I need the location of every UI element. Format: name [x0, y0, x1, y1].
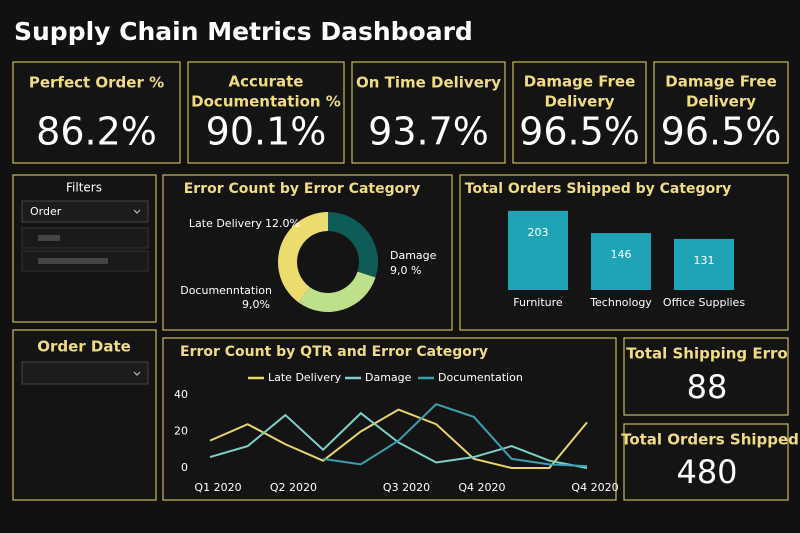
- kpi-label: Delivery: [544, 93, 614, 111]
- kpi-label: Documentation %: [191, 93, 341, 111]
- kpi-value: 90.1%: [206, 110, 327, 154]
- y-tick-label: 20: [174, 425, 188, 438]
- order-dropdown[interactable]: [21, 200, 149, 223]
- kpi-card: [351, 61, 506, 164]
- kpi-card: [653, 61, 789, 164]
- series-line: [209, 408, 588, 469]
- kpi-label: Damage Free: [665, 73, 777, 91]
- filter-option[interactable]: [21, 227, 149, 249]
- kpi-value: 86.2%: [36, 110, 157, 154]
- kpi-card: [512, 61, 647, 164]
- x-tick-label: Office Supplies: [663, 296, 745, 309]
- y-tick-label: 40: [174, 388, 188, 401]
- date-dropdown[interactable]: [21, 361, 149, 385]
- x-tick-label: Q3 2020: [383, 481, 430, 494]
- x-tick-label: Technology: [589, 296, 652, 309]
- legend-label: Documentation: [438, 371, 523, 384]
- kpi-label: Damage Free: [524, 73, 636, 91]
- kpi-card: [187, 61, 345, 164]
- x-tick-label: Q2 2020: [270, 481, 317, 494]
- dropdown-chevron: [133, 209, 141, 214]
- kpi-label: Delivery: [686, 93, 756, 111]
- x-tick-label: Q1 2020: [194, 481, 241, 494]
- dashboard-title: Supply Chain Metrics Dashboard: [14, 17, 473, 46]
- y-tick-label: 0: [181, 461, 188, 474]
- total-label: Total Shipping Erro: [626, 345, 787, 363]
- series-line: [209, 411, 588, 469]
- line-panel: [162, 337, 617, 501]
- dropdown-chevron: [133, 371, 141, 376]
- total-value: 480: [676, 453, 737, 491]
- bar-value: 203: [528, 226, 549, 239]
- bar-value: 146: [611, 248, 632, 261]
- chart-title: Error Count by QTR and Error Category: [180, 344, 488, 360]
- donut-slice: [278, 212, 328, 303]
- chart-title: Error Count by Error Category: [184, 181, 421, 197]
- value-label: 9,0 %: [390, 264, 421, 277]
- donut-slice: [328, 212, 378, 278]
- filters-title: Filters: [66, 181, 102, 195]
- bar: [591, 233, 651, 290]
- legend-label: Damage: [365, 371, 412, 384]
- total-label: Total Orders Shipped: [621, 431, 799, 449]
- kpi-label: Perfect Order %: [29, 74, 164, 92]
- x-tick-label: Furniture: [513, 296, 563, 309]
- kpi-value: 93.7%: [368, 110, 489, 154]
- kpi-label: On Time Delivery: [356, 74, 501, 92]
- value-label: 9,0%: [242, 298, 270, 311]
- x-tick-label: Q4 2020: [571, 481, 618, 494]
- category-label: Documenntation: [180, 284, 272, 297]
- x-tick-label: Q4 2020: [458, 481, 505, 494]
- kpi-value: 96.5%: [519, 110, 640, 154]
- value-label: 12.0%: [265, 217, 300, 230]
- category-label: Late Delivery: [189, 217, 263, 230]
- bar: [674, 238, 734, 290]
- donut-slice: [298, 271, 376, 312]
- kpi-card: [12, 61, 181, 164]
- bar-value: 131: [694, 254, 715, 267]
- series-line: [322, 402, 588, 468]
- category-label: Damage: [390, 249, 437, 262]
- legend-label: Late Delivery: [268, 371, 342, 384]
- placeholder: [38, 235, 60, 241]
- order-date-panel: [12, 329, 157, 501]
- dropdown-text: Order: [30, 205, 62, 218]
- total-value: 88: [687, 368, 728, 406]
- total-orders-panel: [623, 423, 789, 501]
- kpi-label: Accurate: [229, 73, 304, 91]
- order-date-title: Order Date: [37, 338, 131, 356]
- total-errors-panel: [623, 337, 789, 416]
- kpi-value: 96.5%: [661, 110, 782, 154]
- bar: [508, 210, 568, 290]
- placeholder: [38, 258, 108, 264]
- chart-title: Total Orders Shipped by Category: [465, 181, 731, 197]
